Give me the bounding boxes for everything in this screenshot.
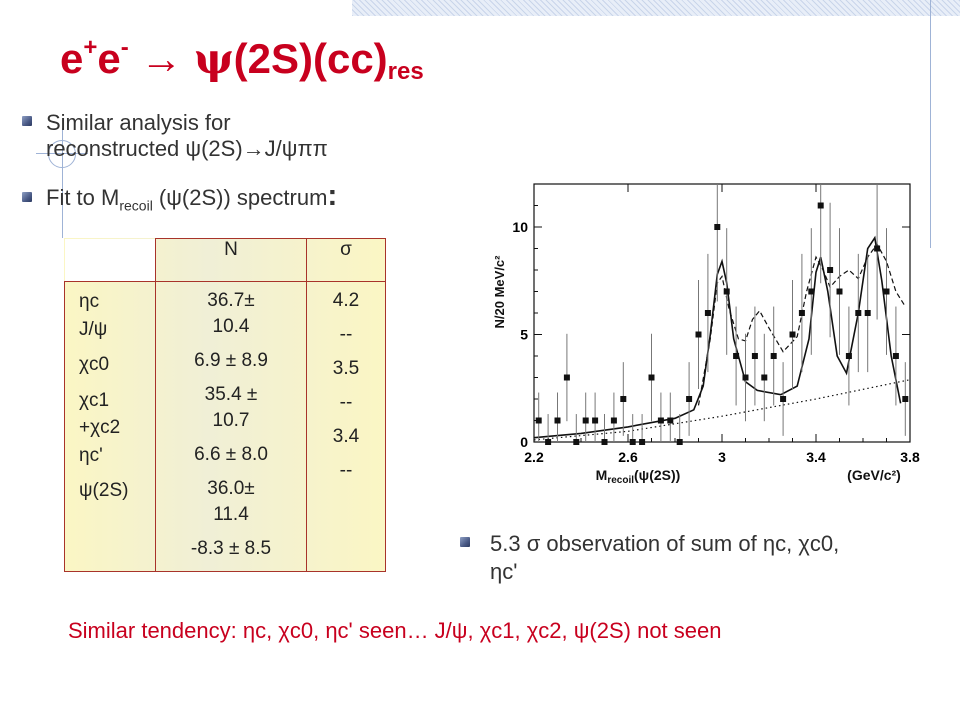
- data-point: [836, 288, 843, 295]
- significance-value: 4.2: [332, 290, 360, 311]
- state-label: χc0: [79, 354, 110, 375]
- data-point: [780, 396, 787, 402]
- data-point: [883, 288, 890, 295]
- data-point: [686, 396, 693, 402]
- data-point: [827, 267, 834, 273]
- data-point: [573, 439, 580, 445]
- state-label: J/ψ: [79, 318, 108, 340]
- yield-value: 35.4 ±: [204, 384, 258, 405]
- data-point: [657, 417, 664, 424]
- data-point: [845, 353, 852, 359]
- bullet-icon: [22, 116, 32, 126]
- data-point: [723, 288, 730, 295]
- data-point: [676, 439, 683, 445]
- plot-frame: [533, 183, 911, 443]
- significance-values-cell: 4.2 -- 3.5 -- 3.4 --: [306, 281, 386, 572]
- data-point: [855, 310, 862, 316]
- data-point: [620, 396, 627, 402]
- slide-title: e+e- → ψ(2S)(cc)res: [60, 34, 424, 85]
- data-point: [629, 439, 636, 445]
- data-point: [592, 417, 599, 424]
- data-point: [582, 417, 589, 424]
- data-point: [742, 374, 749, 381]
- significance-value: --: [339, 460, 353, 481]
- x-axis-label: Mrecoil(ψ(2S)): [596, 467, 681, 486]
- bullet-fit-spectrum: Fit to Mrecoil (ψ(2S)) spectrum:: [46, 179, 338, 214]
- decorative-circle: [48, 140, 76, 168]
- data-point: [563, 374, 570, 381]
- bullet-icon: [460, 537, 470, 547]
- observation-text: 5.3 σ observation of sum of ηc, χc0, ηc': [490, 531, 840, 584]
- yield-value: -8.3 ± 8.5: [190, 538, 272, 559]
- data-point: [808, 288, 815, 295]
- state-label: ηc: [79, 291, 100, 312]
- data-point: [892, 353, 899, 359]
- x-tick-label: 2.6: [618, 449, 638, 465]
- data-point: [751, 353, 758, 359]
- data-point: [610, 417, 617, 424]
- x-tick-label: 3.4: [806, 449, 826, 465]
- data-point: [695, 331, 702, 338]
- data-point: [535, 417, 542, 424]
- table-corner: [64, 238, 156, 282]
- data-point: [545, 439, 552, 445]
- decorative-top-band: [352, 0, 960, 16]
- y-axis-label: N/20 MeV/c²: [492, 255, 507, 329]
- state-label: χc1: [79, 389, 110, 411]
- y-tick-label: 0: [520, 434, 528, 450]
- data-point: [770, 353, 777, 359]
- x-tick-label: 3.8: [900, 449, 920, 465]
- state-label: ηc': [79, 444, 103, 466]
- yield-table: N σ ηc J/ψ χc0 χc1 +χc2 ηc' ψ(2S) 36.7± …: [64, 238, 386, 572]
- data-point: [714, 224, 721, 230]
- yield-value: 10.7: [212, 410, 250, 431]
- yield-values-cell: 36.7± 10.4 6.9 ± 8.9 35.4 ± 10.7 6.6 ± 8…: [155, 281, 307, 572]
- bullet-similar-analysis: Similar analysis for reconstructed ψ(2S)…: [46, 110, 328, 161]
- data-point: [902, 396, 909, 402]
- yield-value: 11.4: [213, 504, 249, 525]
- decorative-line-right: [930, 0, 931, 248]
- data-point: [648, 374, 655, 381]
- recoil-mass-plot: 2.2 2.6 3 3.4 3.8 0 5 10 N/20 MeV/c² Mrecoil(ψ(…: [492, 183, 920, 486]
- significance-value: --: [339, 392, 353, 413]
- significance-value: --: [339, 324, 353, 345]
- bullet-icon: [22, 192, 32, 202]
- header-sigma: σ: [306, 238, 386, 282]
- significance-value: 3.5: [332, 358, 360, 379]
- decorative-line-left: [62, 128, 63, 238]
- yield-value: 36.0±: [207, 478, 255, 499]
- state-label: ψ(2S): [79, 480, 129, 501]
- header-n: N: [155, 238, 307, 282]
- state-label: +χc2: [79, 417, 121, 438]
- y-tick-label: 5: [520, 327, 528, 343]
- data-point: [733, 353, 740, 359]
- x-tick-label: 3: [718, 449, 726, 465]
- data-point: [554, 417, 561, 424]
- conclusion-note: Similar tendency: ηc, χc0, ηc' seen… J/ψ…: [68, 618, 722, 643]
- x-tick-label: 2.2: [524, 449, 544, 465]
- solid-fit-curve: [533, 235, 902, 439]
- x-axis-unit: (GeV/c²): [847, 467, 901, 483]
- yield-value: 10.4: [212, 316, 250, 337]
- data-point: [789, 331, 796, 338]
- yield-value: 6.6 ± 8.0: [194, 444, 268, 465]
- data-point: [761, 374, 768, 381]
- data-point: [798, 310, 805, 316]
- background-fit-curve: [533, 379, 911, 441]
- yield-value: 6.9 ± 8.9: [194, 350, 268, 371]
- data-point: [817, 202, 824, 209]
- significance-value: 3.4: [332, 426, 360, 447]
- yield-value: 36.7±: [207, 290, 255, 311]
- data-point: [864, 310, 871, 316]
- data-point: [874, 245, 881, 252]
- data-point: [639, 439, 646, 445]
- data-point: [704, 310, 711, 316]
- state-labels-cell: ηc J/ψ χc0 χc1 +χc2 ηc' ψ(2S): [64, 281, 156, 572]
- data-point: [667, 417, 674, 424]
- data-point: [601, 439, 608, 445]
- y-tick-label: 10: [512, 219, 528, 235]
